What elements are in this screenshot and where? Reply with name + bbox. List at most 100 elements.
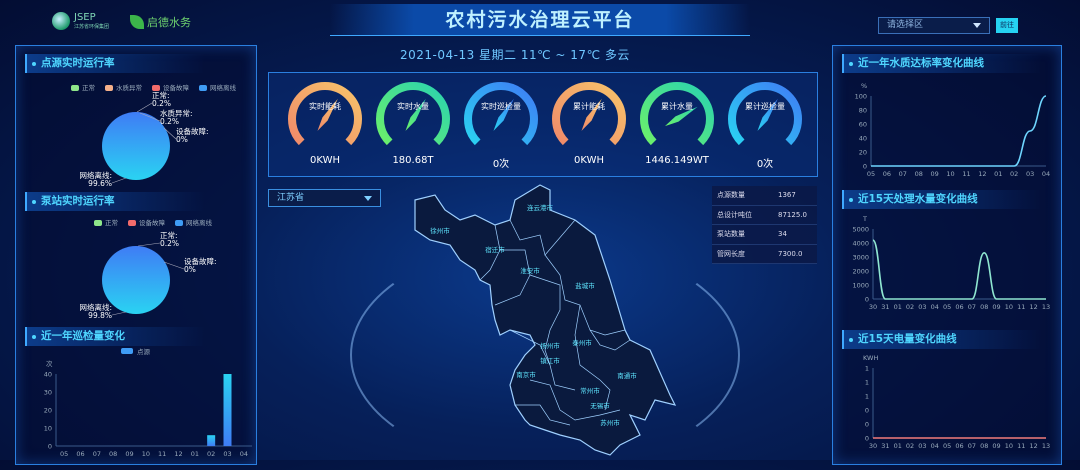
gauge-value: 180.68T <box>373 155 453 166</box>
stats-key: 泵站数量 <box>712 229 774 239</box>
gauge-label: 实时巡检量 <box>461 101 541 112</box>
y-axis-unit: KWH <box>863 354 878 362</box>
x-tick-label: 30 <box>869 303 877 311</box>
x-tick-label: 12 <box>1030 303 1038 311</box>
x-tick-label: 08 <box>109 450 117 458</box>
gauge-label: 累计巡检量 <box>725 101 805 112</box>
gauge-dial <box>549 79 629 159</box>
pie-label-percent: 0.2% <box>152 99 171 108</box>
go-button[interactable]: 前往 <box>996 18 1018 33</box>
y-tick-label: 10 <box>44 425 52 433</box>
y-tick-label: 60 <box>859 121 867 129</box>
x-tick-label: 05 <box>943 442 951 450</box>
x-tick-label: 09 <box>930 170 938 178</box>
y-tick-label: 0 <box>865 407 869 415</box>
section-title-water-volume: 近15天处理水量变化曲线 <box>842 190 1042 209</box>
x-tick-label: 13 <box>1042 442 1050 450</box>
stats-value: 7300.0 <box>774 250 803 258</box>
label-leader-line <box>112 312 126 315</box>
y-axis-unit: T <box>862 215 867 223</box>
gauge-value: 0KWH <box>549 155 629 166</box>
city-label-7[interactable]: 镇江市 <box>540 356 560 365</box>
stats-key: 管网长度 <box>712 249 774 259</box>
series-line <box>873 240 1046 299</box>
city-label-9[interactable]: 南通市 <box>617 371 637 380</box>
city-label-1[interactable]: 连云港市 <box>527 203 554 212</box>
city-label-3[interactable]: 淮安市 <box>520 266 540 275</box>
x-tick-label: 04 <box>931 303 939 311</box>
city-label-6[interactable]: 泰州市 <box>572 338 592 347</box>
x-tick-label: 05 <box>943 303 951 311</box>
x-tick-label: 02 <box>906 442 914 450</box>
gauge-dial <box>725 79 805 159</box>
section-title-pump-station: 泵站实时运行率 <box>25 192 205 211</box>
section-title-water-quality: 近一年水质达标率变化曲线 <box>842 54 1042 73</box>
area-select[interactable]: 请选择区 <box>878 17 990 34</box>
leaf-icon <box>130 15 144 29</box>
gauge-dial <box>461 79 541 159</box>
x-tick-label: 09 <box>125 450 133 458</box>
x-tick-label: 07 <box>93 450 101 458</box>
stats-value: 34 <box>774 230 787 238</box>
x-tick-label: 01 <box>894 303 902 311</box>
pump-station-pie-chart: 正常:0.2%设备故障:0%网络离线:99.8% <box>16 226 256 324</box>
city-label-12[interactable]: 苏州市 <box>600 418 620 427</box>
x-tick-label: 08 <box>915 170 923 178</box>
section-title-point-source: 点源实时运行率 <box>25 54 205 73</box>
gauge-arc <box>556 86 622 142</box>
x-tick-label: 01 <box>994 170 1002 178</box>
x-tick-label: 06 <box>76 450 84 458</box>
jsep-logo-icon <box>52 12 70 30</box>
section-title-inspection: 近一年巡检量变化 <box>25 327 205 346</box>
x-tick-label: 03 <box>1026 170 1034 178</box>
gauge-label: 累计水量 <box>637 101 717 112</box>
pie-label-percent: 0% <box>176 135 188 144</box>
city-label-11[interactable]: 无锡市 <box>590 401 610 410</box>
gauge-arc <box>732 86 798 142</box>
stats-key: 总设计吨位 <box>712 210 774 220</box>
x-tick-label: 02 <box>207 450 215 458</box>
city-label-4[interactable]: 盐城市 <box>575 281 595 290</box>
point-source-pie-chart: 正常:0.2%水质异常:0.2%设备故障:0%网络离线:99.6% <box>16 86 256 190</box>
caret-down-icon <box>364 196 372 201</box>
gauge: 实时水量 180.68T <box>373 79 453 175</box>
gauge-arc <box>468 86 534 142</box>
x-tick-label: 02 <box>1010 170 1018 178</box>
x-tick-label: 12 <box>978 170 986 178</box>
pie-label-percent: 99.6% <box>88 179 112 188</box>
city-label-0[interactable]: 徐州市 <box>430 226 450 235</box>
city-label-10[interactable]: 常州市 <box>580 386 600 395</box>
province-outline <box>415 185 675 455</box>
city-label-8[interactable]: 南京市 <box>516 370 536 379</box>
x-tick-label: 02 <box>906 303 914 311</box>
x-tick-label: 09 <box>992 442 1000 450</box>
gauge-arc <box>292 86 358 142</box>
qide-logo: 启德水务 <box>130 14 191 30</box>
y-tick-label: 2000 <box>852 268 869 276</box>
y-tick-label: 100 <box>855 93 867 101</box>
y-axis-unit: 次 <box>46 359 53 368</box>
pie-label-percent: 99.8% <box>88 311 112 320</box>
y-tick-label: 30 <box>44 389 52 397</box>
y-tick-label: 40 <box>44 371 52 379</box>
gauge-label: 累计能耗 <box>549 101 629 112</box>
province-select[interactable]: 江苏省 <box>268 189 381 207</box>
y-tick-label: 1 <box>865 365 869 373</box>
gauge-arc <box>380 86 446 142</box>
y-tick-label: 20 <box>44 407 52 415</box>
city-label-2[interactable]: 宿迁市 <box>485 245 505 254</box>
x-tick-label: 03 <box>223 450 231 458</box>
x-tick-label: 06 <box>955 442 963 450</box>
x-tick-label: 07 <box>899 170 907 178</box>
city-label-5[interactable]: 扬州市 <box>540 341 560 350</box>
pie-label-percent: 0.2% <box>160 117 179 126</box>
gauge-label: 实时水量 <box>373 101 453 112</box>
